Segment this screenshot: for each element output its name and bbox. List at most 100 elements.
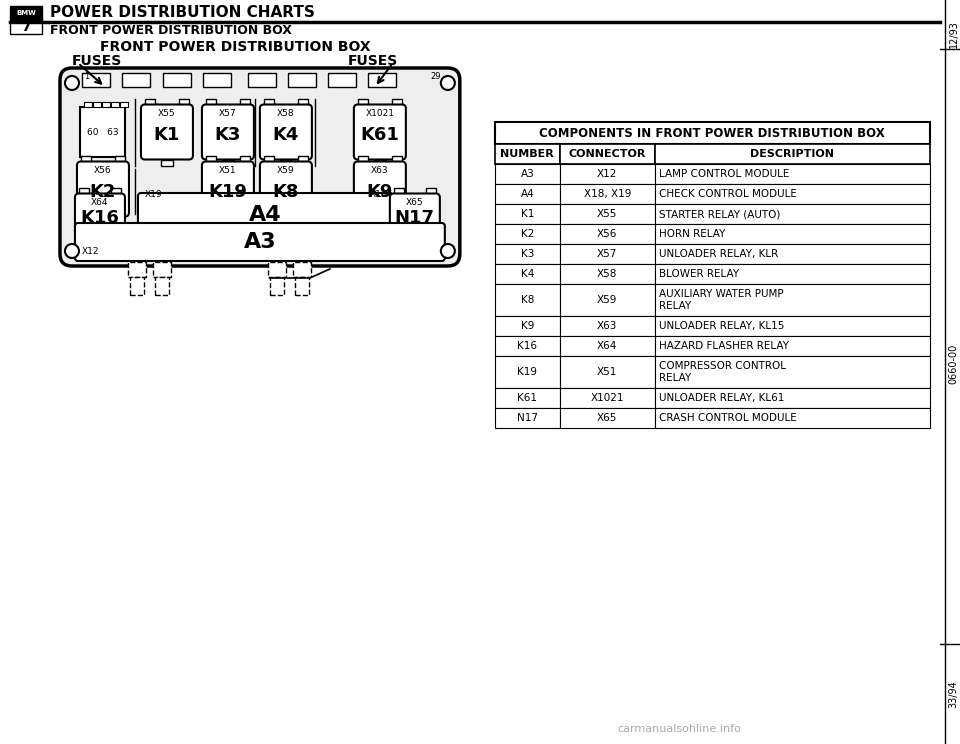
Text: K8: K8 bbox=[520, 295, 534, 305]
Bar bbox=[97, 217, 109, 222]
Text: CRASH CONTROL MODULE: CRASH CONTROL MODULE bbox=[659, 413, 797, 423]
Bar bbox=[655, 336, 929, 356]
Bar bbox=[494, 316, 560, 336]
Text: K61: K61 bbox=[360, 126, 399, 144]
Text: FUSES: FUSES bbox=[72, 54, 122, 68]
Bar bbox=[655, 164, 929, 184]
Text: CONNECTOR: CONNECTOR bbox=[568, 149, 646, 159]
Bar bbox=[179, 98, 189, 104]
Text: BLOWER RELAY: BLOWER RELAY bbox=[659, 269, 739, 279]
Bar bbox=[560, 264, 655, 284]
Bar bbox=[128, 262, 146, 277]
Bar bbox=[264, 98, 274, 104]
Text: K4: K4 bbox=[273, 126, 300, 144]
Circle shape bbox=[65, 76, 79, 90]
Text: HAZARD FLASHER RELAY: HAZARD FLASHER RELAY bbox=[659, 341, 789, 351]
Bar bbox=[122, 73, 150, 87]
Text: CHECK CONTROL MODULE: CHECK CONTROL MODULE bbox=[659, 189, 797, 199]
Text: X59: X59 bbox=[277, 166, 295, 175]
Bar bbox=[206, 98, 216, 104]
Bar bbox=[111, 187, 121, 193]
Text: X1021: X1021 bbox=[590, 393, 624, 403]
Text: X55: X55 bbox=[158, 109, 176, 118]
Bar bbox=[494, 264, 560, 284]
Bar bbox=[120, 102, 128, 107]
Text: K9: K9 bbox=[520, 321, 534, 331]
Bar bbox=[560, 316, 655, 336]
Text: X56: X56 bbox=[597, 229, 617, 239]
Text: X63: X63 bbox=[372, 166, 389, 175]
FancyBboxPatch shape bbox=[260, 104, 312, 159]
Bar bbox=[240, 155, 250, 161]
Text: X51: X51 bbox=[219, 166, 237, 175]
FancyBboxPatch shape bbox=[202, 104, 253, 159]
Text: X65: X65 bbox=[406, 198, 423, 207]
Bar bbox=[280, 217, 292, 222]
Bar bbox=[560, 244, 655, 264]
Bar bbox=[655, 284, 929, 316]
FancyBboxPatch shape bbox=[141, 104, 193, 159]
Bar bbox=[394, 187, 404, 193]
FancyBboxPatch shape bbox=[60, 68, 460, 266]
Text: FRONT POWER DISTRIBUTION BOX: FRONT POWER DISTRIBUTION BOX bbox=[50, 24, 292, 36]
Bar bbox=[206, 155, 216, 161]
Text: 12/93: 12/93 bbox=[948, 20, 959, 48]
Text: A3: A3 bbox=[520, 169, 534, 179]
Bar bbox=[494, 144, 560, 164]
Text: carmanualsohline.info: carmanualsohline.info bbox=[618, 724, 742, 734]
Bar bbox=[270, 277, 284, 295]
Bar bbox=[392, 155, 402, 161]
Bar bbox=[560, 164, 655, 184]
Text: X19: X19 bbox=[145, 190, 162, 199]
Text: X56: X56 bbox=[94, 166, 111, 175]
Text: X64: X64 bbox=[91, 198, 108, 207]
Text: 1: 1 bbox=[84, 71, 89, 80]
Text: AUXILIARY WATER PUMP
RELAY: AUXILIARY WATER PUMP RELAY bbox=[659, 289, 783, 311]
Text: X1021: X1021 bbox=[366, 109, 395, 118]
Text: 60   63: 60 63 bbox=[87, 127, 119, 136]
Bar bbox=[655, 316, 929, 336]
FancyBboxPatch shape bbox=[138, 193, 393, 236]
Text: A4: A4 bbox=[520, 189, 534, 199]
Bar bbox=[10, 6, 42, 20]
Text: STARTER RELAY (AUTO): STARTER RELAY (AUTO) bbox=[659, 209, 780, 219]
Text: X58: X58 bbox=[597, 269, 617, 279]
Bar bbox=[560, 204, 655, 224]
Bar bbox=[560, 284, 655, 316]
Bar bbox=[494, 184, 560, 204]
Bar bbox=[280, 159, 292, 165]
Bar bbox=[161, 159, 173, 165]
Bar bbox=[111, 102, 119, 107]
Bar bbox=[155, 277, 169, 295]
Bar bbox=[203, 73, 231, 87]
Bar bbox=[298, 155, 308, 161]
Bar bbox=[560, 224, 655, 244]
Text: 29: 29 bbox=[430, 71, 441, 80]
Text: X59: X59 bbox=[597, 295, 617, 305]
Text: HORN RELAY: HORN RELAY bbox=[659, 229, 725, 239]
Text: N17: N17 bbox=[395, 209, 435, 227]
Text: K8: K8 bbox=[273, 183, 300, 201]
Bar bbox=[655, 184, 929, 204]
Text: K19: K19 bbox=[208, 183, 248, 201]
Text: K9: K9 bbox=[367, 183, 393, 201]
Bar bbox=[222, 159, 234, 165]
Text: X18, X19: X18, X19 bbox=[584, 189, 631, 199]
Bar bbox=[248, 73, 276, 87]
Bar bbox=[82, 73, 110, 87]
Text: N17: N17 bbox=[516, 413, 538, 423]
Bar bbox=[373, 159, 386, 165]
Bar bbox=[373, 217, 386, 222]
Bar bbox=[10, 20, 42, 34]
Text: COMPRESSOR CONTROL
RELAY: COMPRESSOR CONTROL RELAY bbox=[659, 361, 785, 383]
Bar bbox=[494, 336, 560, 356]
Bar bbox=[560, 408, 655, 428]
Bar bbox=[93, 102, 101, 107]
Text: LAMP CONTROL MODULE: LAMP CONTROL MODULE bbox=[659, 169, 789, 179]
FancyBboxPatch shape bbox=[390, 193, 440, 237]
Text: K61: K61 bbox=[517, 393, 538, 403]
FancyBboxPatch shape bbox=[75, 193, 125, 237]
Bar bbox=[392, 98, 402, 104]
Text: X64: X64 bbox=[597, 341, 617, 351]
Bar bbox=[494, 284, 560, 316]
